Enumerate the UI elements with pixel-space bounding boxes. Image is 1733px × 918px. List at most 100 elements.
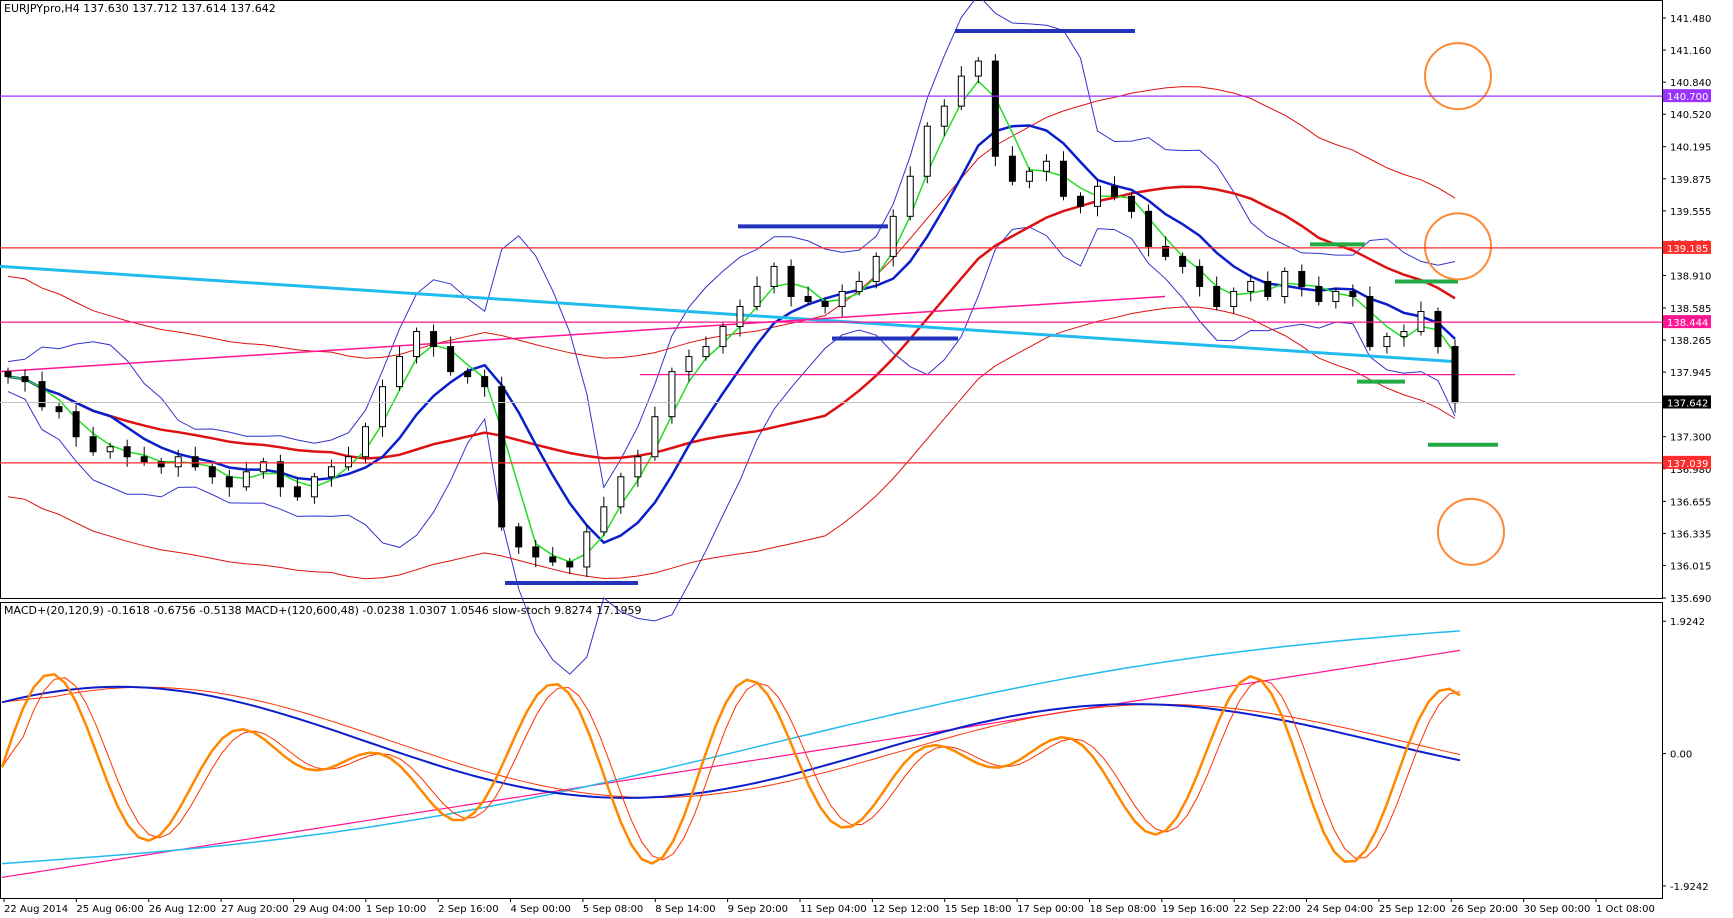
price-tick-label: 139.555 [1670, 207, 1711, 218]
indicator-tick-label: -1.9242 [1670, 882, 1709, 893]
macd-fast-signal [1, 686, 1461, 799]
candle-body [617, 476, 625, 508]
level-tag-label: 138.444 [1667, 318, 1708, 329]
candle-body [208, 466, 216, 478]
candle-body [1281, 270, 1289, 297]
candle-body [1196, 265, 1204, 287]
candle-body [600, 506, 608, 533]
macd-long [1, 630, 1461, 865]
current-price-tag [1663, 395, 1711, 409]
candle-body [872, 255, 880, 282]
candle-body [1111, 185, 1119, 197]
candle-body [685, 356, 693, 373]
time-tick-label: 22 Sep 22:00 [1234, 904, 1301, 915]
time-tick-label: 5 Sep 08:00 [583, 904, 643, 915]
candle-body [1451, 346, 1459, 404]
bollinger-upper [7, 0, 1456, 489]
candle-body [736, 305, 744, 328]
envelope-lower [7, 306, 1456, 580]
bollinger-lower [7, 226, 1456, 675]
price-tick-label: 136.015 [1670, 561, 1711, 572]
time-tick-label: 1 Sep 10:00 [366, 904, 426, 915]
level-tag-label: 139.185 [1667, 244, 1708, 255]
candle-body [123, 446, 131, 458]
time-tick-label: 11 Sep 04:00 [800, 904, 867, 915]
time-tick-label: 26 Sep 20:00 [1451, 904, 1518, 915]
candle-body [1315, 285, 1323, 302]
candle-body [174, 456, 182, 468]
candle-body [1059, 160, 1067, 197]
candle-body [957, 75, 965, 107]
candle-body [1008, 155, 1016, 182]
candle-body [481, 376, 489, 388]
trend-line [0, 295, 1166, 373]
level-tag [1663, 315, 1711, 329]
candle-body [787, 265, 795, 297]
candle-body [106, 446, 114, 453]
candle-body [1298, 270, 1306, 287]
time-tick-label: 22 Aug 2014 [4, 904, 68, 915]
candle-body [1230, 290, 1238, 307]
candle-body [140, 456, 148, 463]
candle-body [906, 175, 914, 217]
circle-annotation [1437, 497, 1505, 566]
indicator-tick-label: 0.00 [1670, 750, 1692, 761]
candle-body [293, 486, 301, 498]
candle-body [1366, 295, 1374, 348]
price-tick-label: 141.480 [1670, 14, 1711, 25]
indicator-tick-label: 1.9242 [1670, 617, 1705, 628]
price-tick-label: 141.160 [1670, 46, 1711, 57]
time-tick-label: 29 Aug 04:00 [293, 904, 360, 915]
price-tick-label: 138.910 [1670, 271, 1711, 282]
time-tick-label: 19 Sep 16:00 [1162, 904, 1229, 915]
candle-body [1434, 311, 1442, 348]
time-tick-label: 24 Sep 04:00 [1307, 904, 1374, 915]
candle-body [583, 531, 591, 568]
price-tick-label: 136.335 [1670, 529, 1711, 540]
indicator-header: MACD+(20,120,9) -0.1618 -0.6756 -0.5138 … [4, 604, 642, 617]
ma-mid [7, 124, 1456, 545]
level-tag [1663, 455, 1711, 469]
candle-body [361, 426, 369, 458]
candle-body [1179, 255, 1187, 267]
candle-body [89, 436, 97, 453]
candle-body [1247, 280, 1255, 292]
candle-body [1162, 245, 1170, 257]
ma-slow [7, 185, 1456, 460]
ma-long [0, 264, 1456, 364]
time-tick-label: 8 Sep 14:00 [655, 904, 715, 915]
candle-body [838, 290, 846, 307]
stoch-main [0, 672, 1461, 865]
level-tag [1663, 89, 1711, 103]
time-tick-label: 1 Oct 08:00 [1596, 904, 1655, 915]
candle-body [1349, 290, 1357, 297]
candle-body [21, 376, 29, 383]
candle-body [72, 411, 80, 438]
candle-body [1383, 336, 1391, 348]
candle-body [242, 471, 250, 488]
candle-body [1042, 160, 1050, 172]
candle-body [515, 526, 523, 548]
price-panel [0, 0, 1663, 599]
candle-body [702, 346, 710, 358]
price-tick-label: 137.945 [1670, 368, 1711, 379]
macd-long-signal [1, 649, 1461, 878]
candle-body [719, 326, 727, 348]
candle-body [940, 105, 948, 127]
time-axis: 22 Aug 2014 25 Aug 06:00 26 Aug 12:00 27 Au… [3, 898, 1655, 915]
candle-body [804, 295, 812, 302]
price-tick-label: 137.300 [1670, 433, 1711, 444]
candle-body [327, 466, 335, 478]
candle-body [1094, 185, 1102, 207]
candle-body [634, 456, 642, 478]
indicators [0, 630, 1461, 878]
current-price-label: 137.642 [1667, 398, 1708, 409]
candle-body [498, 386, 506, 528]
level-tag-label: 137.039 [1667, 459, 1708, 470]
time-tick-label: 9 Sep 20:00 [728, 904, 788, 915]
candle-body [310, 476, 318, 498]
candle-body [651, 416, 659, 458]
time-tick-label: 17 Sep 00:00 [1017, 904, 1084, 915]
price-tick-label: 140.520 [1670, 110, 1711, 121]
time-tick-label: 25 Sep 12:00 [1379, 904, 1446, 915]
